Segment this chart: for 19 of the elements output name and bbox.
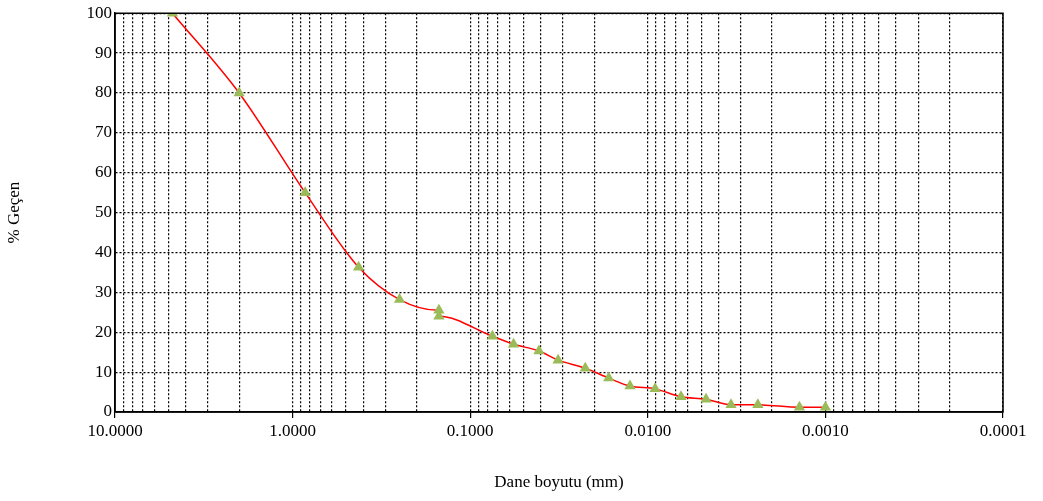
x-tick-label: 0.0010 [802, 420, 849, 440]
x-tick-label: 10.0000 [87, 420, 143, 440]
x-tick-label: 0.1000 [446, 420, 494, 440]
y-tick-label: 90 [95, 42, 112, 62]
y-tick-label: 40 [95, 241, 112, 261]
y-tick-label: 10 [95, 361, 112, 381]
y-tick-label: 100 [86, 2, 112, 22]
y-tick-label: 20 [95, 321, 112, 341]
y-tick-label: 60 [95, 162, 112, 182]
x-axis-title: Dane boyutu (mm) [494, 472, 624, 492]
x-tick-label: 1.0000 [269, 420, 316, 440]
y-tick-label: 70 [95, 122, 112, 142]
x-tick-label: 0.0001 [979, 420, 1027, 440]
y-tick-label: 50 [95, 202, 112, 222]
y-tick-label: 30 [95, 281, 112, 301]
y-tick-label: 0 [103, 401, 112, 421]
y-tick-label: 80 [95, 82, 112, 102]
x-tick-label: 0.0100 [624, 420, 672, 440]
y-axis-title: % Geçen [3, 181, 23, 244]
